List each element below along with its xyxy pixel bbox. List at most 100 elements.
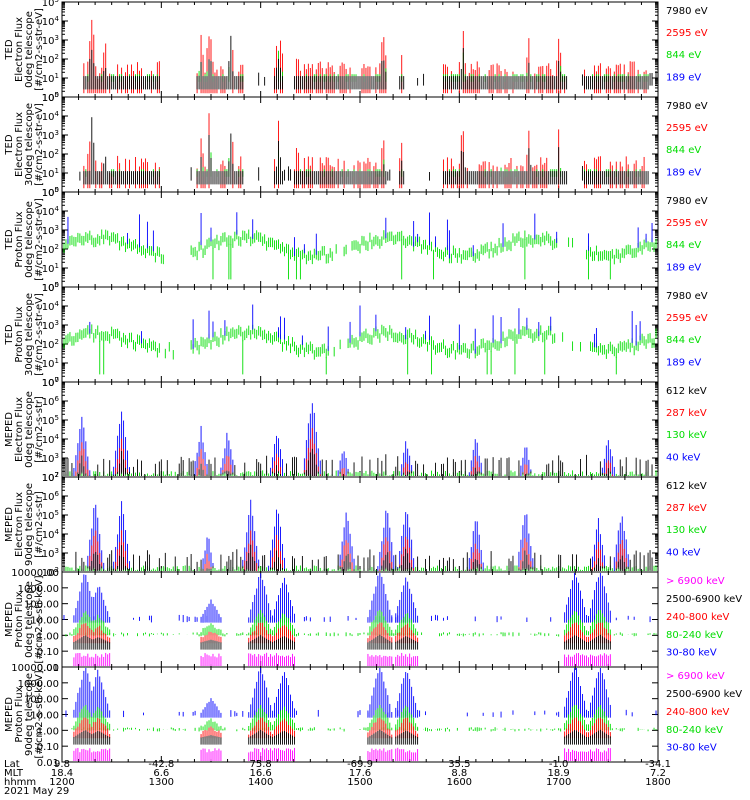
panel-ylabel-line: [#/cm2-s-str-keV]	[34, 670, 45, 758]
y-tick-label: 105	[42, 414, 59, 427]
tick-base: 10	[42, 473, 55, 484]
panel-ylabel-line: Electron Flux	[14, 492, 25, 557]
panel-ylabel-line: Proton Flux	[14, 591, 25, 647]
tick-exponent: 1	[55, 72, 59, 80]
legend-entry: 7980 eV	[666, 6, 708, 17]
tick-exponent: 2	[55, 148, 59, 156]
y-tick-label: 100.00	[24, 600, 59, 611]
tick-exponent: 2	[55, 338, 59, 346]
panel-ylabel-line: 0deg telescope	[24, 581, 35, 658]
tick-base: 10	[42, 169, 55, 180]
panel-ylabel-line: Proton Flux	[14, 306, 25, 362]
legend-entry: 7980 eV	[666, 196, 708, 207]
y-tick-label: 107	[42, 471, 59, 484]
legend-entry: 287 keV	[666, 503, 707, 514]
legend-entry: 130 keV	[666, 525, 707, 536]
legend-entry: 30-80 keV	[666, 743, 717, 754]
tick-base: 10	[42, 207, 55, 218]
panel-ylabel-line: [#/cm2-s-str-eV]	[34, 8, 45, 91]
tick-base: 10	[42, 397, 55, 408]
panel-data	[63, 573, 657, 666]
legend-entry: 612 keV	[666, 481, 707, 492]
panel-ylabel-line: 0deg telescope	[24, 201, 35, 278]
panel-data	[63, 304, 657, 375]
legend-entry: > 6900 keV	[666, 576, 725, 587]
tick-exponent: 5	[55, 281, 59, 289]
panel-ylabel-line: MEPED	[4, 697, 15, 732]
y-tick-label: 100	[42, 376, 59, 389]
tick-exponent: 5	[55, 91, 59, 99]
y-tick-label: 102	[42, 243, 59, 256]
tick-base: 10	[42, 435, 55, 446]
y-tick-label: 104	[42, 300, 60, 313]
legend-entry: 2595 eV	[666, 313, 708, 324]
tick-base: 10	[42, 36, 55, 47]
tick-base: 10	[42, 131, 55, 142]
tick-base: 10	[42, 416, 55, 427]
tick-exponent: 4	[55, 110, 60, 118]
tick-exponent: 5	[55, 414, 59, 422]
tick-base: 10	[42, 264, 55, 275]
tick-exponent: 2	[55, 243, 59, 251]
tick-exponent: 2	[55, 566, 59, 574]
legend-entry: 612 keV	[666, 386, 707, 397]
panel-data	[63, 499, 657, 571]
y-tick-label: 103	[42, 319, 59, 332]
panel-8: 0.01 0.10 1.00 10.00 100.00 1000.00 10000.00 ME…	[4, 663, 742, 769]
y-tick-label: 10000.00	[11, 568, 59, 579]
y-tick-label: 105	[42, 0, 59, 9]
legend-entry: 189 eV	[666, 357, 701, 368]
legend-entry: 2595 eV	[666, 123, 708, 134]
legend-entry: 40 keV	[666, 547, 700, 558]
panel-ylabel-line: 30deg telescope	[24, 103, 35, 186]
panel-ylabel-line: Electron Flux	[14, 397, 25, 462]
y-tick-label: 102	[42, 566, 59, 579]
tick-base: 10	[42, 359, 55, 370]
y-tick-label: 1.00	[37, 631, 59, 642]
panel-7: 0.01 0.10 1.00 10.00 100.00 1000.00 10000.00 ME…	[4, 568, 742, 674]
y-tick-label: 104	[42, 110, 60, 123]
tick-exponent: 3	[55, 224, 59, 232]
tick-exponent: 3	[55, 319, 59, 327]
tick-base: 10	[42, 0, 55, 9]
y-tick-label: 105	[42, 91, 59, 104]
panel-data	[63, 212, 657, 280]
panel-ylabel-line: 0deg telescope	[24, 11, 35, 88]
y-tick-label: 106	[42, 490, 60, 503]
legend-entry: 287 keV	[666, 408, 707, 419]
tick-exponent: 4	[55, 528, 60, 536]
tick-exponent: 3	[55, 129, 59, 137]
y-tick-label: 1.00	[37, 726, 59, 737]
tick-base: 10	[42, 283, 55, 294]
legend-entry: 2500-6900 keV	[666, 689, 742, 700]
y-tick-label: 100	[42, 91, 59, 104]
legend-entry: 189 eV	[666, 72, 701, 83]
panel-ylabel-line: Proton Flux	[14, 686, 25, 742]
tick-base: 10	[42, 283, 55, 294]
tick-base: 10	[42, 321, 55, 332]
panel-data	[65, 668, 657, 761]
tick-base: 10	[42, 568, 55, 579]
legend-entry: 130 keV	[666, 430, 707, 441]
tick-exponent: 0	[55, 91, 59, 99]
tick-base: 10	[42, 93, 55, 104]
tick-exponent: 6	[55, 490, 60, 498]
panel-ylabel-line: TED	[4, 229, 15, 250]
tick-base: 10	[42, 340, 55, 351]
y-tick-label: 106	[42, 395, 60, 408]
y-tick-label: 101	[42, 72, 59, 85]
panel-ylabel-line: 90deg telescope	[24, 673, 35, 756]
tick-base: 10	[42, 55, 55, 66]
tick-base: 10	[42, 226, 55, 237]
panel-ylabel-line: [#/cm2-s-str-eV]	[34, 198, 45, 281]
panel-ylabel-line: TED	[4, 39, 15, 60]
y-tick-label: 0.10	[37, 742, 59, 753]
y-tick-label: 1000.00	[18, 584, 59, 595]
y-tick-label: 0.01	[37, 758, 59, 769]
y-tick-label: 104	[42, 205, 60, 218]
